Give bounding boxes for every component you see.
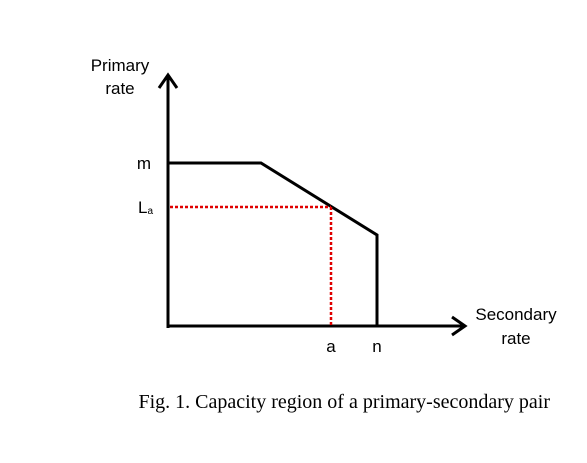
- tick-label-La-main: L: [138, 198, 147, 217]
- x-axis-arrowhead: [451, 315, 468, 337]
- tick-label-La: La: [138, 198, 153, 217]
- y-axis-label-line1: Primary: [91, 56, 150, 75]
- figure-caption: Fig. 1. Capacity region of a primary-sec…: [138, 391, 550, 413]
- tick-label-n: n: [372, 337, 381, 356]
- tick-label-m: m: [137, 154, 151, 173]
- tick-label-a: a: [326, 337, 336, 356]
- x-axis-label-line2: rate: [501, 329, 530, 348]
- x-axis-label-line1: Secondary: [475, 305, 557, 324]
- capacity-region-boundary: [168, 161, 379, 326]
- y-axis-label-line2: rate: [105, 79, 134, 98]
- tick-label-La-subscript: a: [147, 206, 153, 217]
- y-axis-arrowhead: [157, 72, 179, 89]
